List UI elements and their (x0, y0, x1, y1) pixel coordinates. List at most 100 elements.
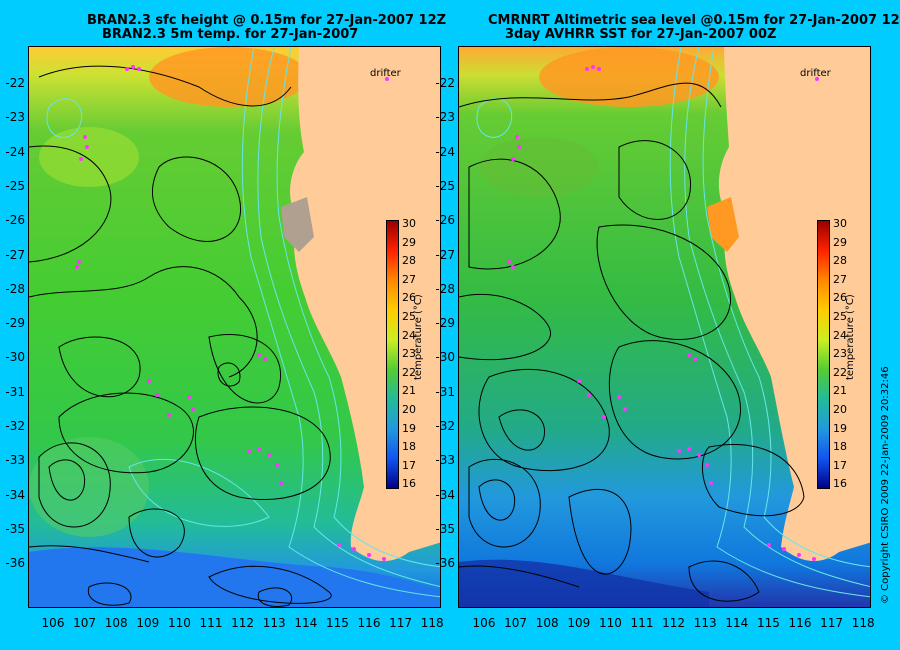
right-colorbar-title: temperature (°C) (845, 294, 856, 380)
colorbar-tick-label: 17 (402, 458, 416, 472)
left-colorbar-title: temperature (°C) (413, 294, 424, 380)
latitude-tick-label: -28 (435, 281, 455, 296)
latitude-tick-label: -26 (435, 213, 455, 228)
latitude-tick-label: -24 (435, 144, 455, 159)
latitude-tick-label: -22 (5, 76, 25, 90)
colorbar-tick-label: 29 (402, 235, 416, 249)
longitude-tick-label: 112 (662, 616, 686, 630)
longitude-tick-label: 108 (104, 616, 128, 630)
bathymetry-contours (46, 47, 440, 598)
longitude-tick-label: 114 (725, 616, 749, 630)
longitude-tick-label: 117 (820, 616, 844, 630)
warm-water-patch (479, 137, 599, 197)
bay-area (707, 197, 739, 252)
latitude-tick-label: -29 (5, 316, 25, 331)
left-title-line2: BRAN2.3 5m temp. for 27-Jan-2007 (102, 27, 359, 42)
warm-water-patch (149, 47, 309, 107)
colorbar-tick-label: 29 (833, 235, 847, 249)
longitude-tick-label: 107 (504, 616, 528, 630)
longitude-tick-label: 106 (41, 616, 65, 630)
colorbar-tick-label: 28 (833, 254, 847, 268)
colorbar-tick-label: 23 (833, 347, 847, 361)
latitude-tick-label: -35 (435, 521, 455, 536)
colorbar-tick-label: 25 (833, 310, 847, 323)
bay-area (281, 197, 314, 252)
latitude-tick-label: -24 (5, 144, 25, 159)
colorbar-tick-label: 21 (833, 384, 847, 398)
longitude-tick-label: 117 (389, 616, 413, 630)
longitude-tick-label: 116 (357, 616, 381, 630)
right-map-svg (459, 47, 870, 607)
right-title-line2: 3day AVHRR SST for 27-Jan-2007 00Z (505, 27, 777, 42)
colorbar-tick-label: 23 (402, 347, 416, 361)
longitude-tick-label: 110 (598, 616, 622, 630)
longitude-tick-label: 106 (472, 616, 496, 630)
longitude-tick-label: 115 (325, 616, 349, 630)
left-drifter-legend: drifter (370, 68, 401, 79)
colorbar-tick-label: 16 (833, 477, 847, 491)
coastline-land (718, 47, 870, 562)
right-title-line1: CMRNRT Altimetric sea level @0.15m for 2… (488, 13, 900, 28)
colorbar-tick-label: 30 (402, 217, 416, 230)
left-map-panel (28, 46, 441, 608)
bathymetry-contours (476, 47, 870, 598)
latitude-tick-label: -27 (5, 247, 25, 262)
sea-level-contours (29, 65, 332, 607)
latitude-tick-label: -28 (5, 281, 25, 296)
colorbar-tick-label: 25 (402, 310, 416, 323)
colorbar-tick-label: 26 (402, 291, 416, 305)
latitude-tick-label: -36 (5, 556, 25, 571)
longitude-tick-label: 109 (567, 616, 591, 630)
latitude-tick-label: -25 (5, 178, 25, 193)
longitude-tick-label: 109 (136, 616, 160, 630)
latitude-tick-label: -34 (5, 487, 25, 502)
latitude-tick-label: -31 (5, 384, 25, 399)
left-map-svg (29, 47, 440, 607)
drifter-tracks (507, 65, 819, 561)
latitude-tick-label: -32 (435, 419, 455, 433)
colorbar-tick-label: 20 (833, 403, 847, 416)
colorbar-tick-label: 19 (833, 421, 847, 435)
longitude-tick-label: 116 (788, 616, 812, 630)
longitude-tick-label: 113 (262, 616, 286, 630)
longitude-tick-label: 113 (693, 616, 717, 630)
colorbar-tick-label: 27 (833, 272, 847, 286)
longitude-tick-label: 112 (231, 616, 255, 630)
longitude-tick-label: 111 (199, 616, 223, 630)
warm-water-patch (39, 127, 139, 187)
colorbar-tick-label: 28 (402, 254, 416, 268)
latitude-tick-label: -26 (5, 213, 25, 228)
copyright-text: © Copyright CSIRO 2009 22-Jan-2009 20:32… (880, 366, 891, 604)
colorbar-tick-label: 18 (833, 440, 847, 454)
left-colorbar (386, 220, 399, 489)
latitude-tick-label: -30 (5, 350, 25, 365)
right-drifter-legend: drifter (800, 68, 831, 79)
latitude-tick-label: -34 (435, 487, 455, 502)
colorbar-tick-label: 20 (402, 403, 416, 416)
right-map-panel (458, 46, 871, 608)
latitude-tick-label: -31 (435, 384, 455, 399)
left-title-line1: BRAN2.3 sfc height @ 0.15m for 27-Jan-20… (87, 13, 447, 28)
longitude-tick-label: 110 (167, 616, 191, 630)
colorbar-tick-label: 22 (402, 365, 416, 379)
colorbar-tick-label: 19 (402, 421, 416, 435)
longitude-tick-label: 118 (851, 616, 875, 630)
longitude-tick-label: 118 (420, 616, 444, 630)
colorbar-tick-label: 26 (833, 291, 847, 305)
latitude-tick-label: -25 (435, 178, 455, 193)
latitude-tick-label: -23 (435, 110, 455, 125)
colorbar-tick-label: 30 (833, 217, 847, 230)
latitude-tick-label: -33 (5, 453, 25, 468)
latitude-tick-label: -22 (435, 76, 455, 90)
longitude-tick-label: 107 (73, 616, 97, 630)
latitude-tick-label: -35 (5, 521, 25, 536)
longitude-tick-label: 115 (756, 616, 780, 630)
colorbar-tick-label: 22 (833, 365, 847, 379)
colorbar-tick-label: 21 (402, 384, 416, 398)
colorbar-tick-label: 24 (402, 328, 416, 342)
longitude-tick-label: 108 (535, 616, 559, 630)
latitude-tick-label: -32 (5, 419, 25, 433)
longitude-tick-label: 114 (294, 616, 318, 630)
sea-level-contours (459, 82, 805, 602)
warm-water-patch (539, 47, 719, 107)
